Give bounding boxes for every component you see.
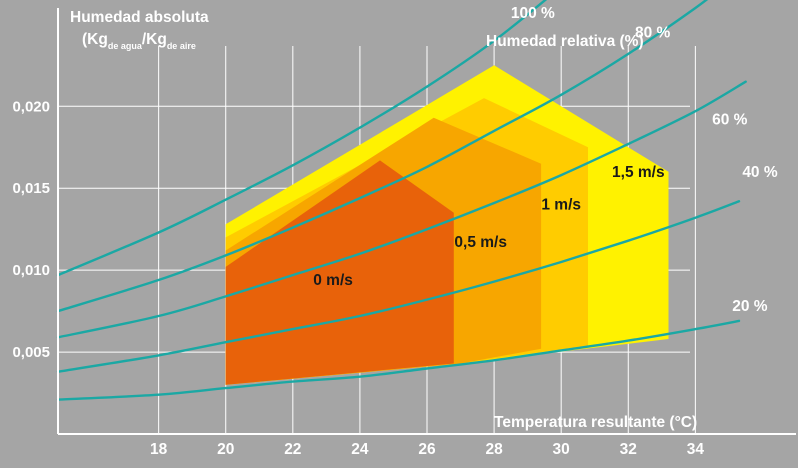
x-tick-label-28: 28 [485,441,503,458]
label-layer: Humedad absoluta (Kgde agua/Kgde aire Hu… [12,5,777,458]
curve-label-2: 60 % [712,111,748,128]
x-tick-label-30: 30 [553,441,570,458]
rh-curve-1 [56,0,709,313]
y-axis-title: Humedad absoluta [70,9,209,26]
rh-curve-0 [56,0,548,277]
axis-layer [57,8,796,435]
curve-label-0: 100 % [511,5,555,22]
x-tick-label-18: 18 [150,441,168,458]
x-axis-title: Temperatura resultante (°C) [494,414,697,431]
y-tick-label-3: 0,020 [12,98,50,115]
y-units-kg-water: (Kg [82,31,108,48]
x-tick-label-32: 32 [620,441,637,458]
x-tick-label-20: 20 [217,441,234,458]
rh-title: Humedad relativa (%) [486,33,644,50]
zone-label-0: 1,5 m/s [612,164,665,181]
comfort-zone-3 [225,160,454,385]
y-units-sub-water: de agua [108,41,143,51]
curve-layer [56,0,747,401]
zone-label-2: 0,5 m/s [454,234,507,251]
zone-layer [225,65,669,385]
rh-curve-4 [56,319,741,401]
rh-curve-2 [56,80,747,339]
y-axis-units: (Kgde agua/Kgde aire [82,31,196,51]
curve-label-1: 80 % [635,24,671,41]
x-tick-label-26: 26 [418,441,436,458]
x-tick-label-22: 22 [284,441,301,458]
curve-label-3: 40 % [742,164,778,181]
y-units-sub-air: de aire [167,41,196,51]
rh-curve-3 [56,200,741,373]
x-tick-label-34: 34 [687,441,705,458]
zone-label-1: 1 m/s [541,197,581,214]
y-tick-label-1: 0,010 [12,262,50,279]
x-tick-label-24: 24 [351,441,369,458]
y-units-kg-air: /Kg [142,31,167,48]
y-tick-label-2: 0,015 [12,180,50,197]
y-tick-label-0: 0,005 [12,344,50,361]
curve-label-4: 20 % [732,298,768,315]
zone-label-3: 0 m/s [313,272,353,289]
